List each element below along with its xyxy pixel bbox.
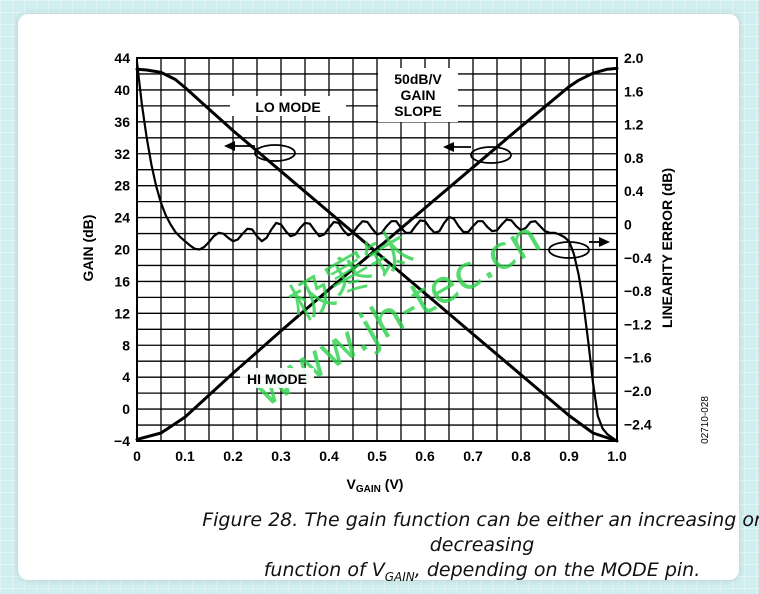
x-axis-title: VGAIN (V) [347,476,404,495]
x-tick-label: 0.2 [223,448,243,464]
x-tick-label: 0.3 [271,448,291,464]
y-left-tick-label: 4 [122,369,130,385]
x-tick-label: 0.5 [367,448,387,464]
caption-line1: Figure 28. The gain function can be eith… [202,509,759,556]
y-right-tick-label: 0.8 [624,150,644,166]
hi-mode-label: HI MODE [247,371,307,387]
x-tick-label: 0.1 [175,448,195,464]
y-left-tick-label: 8 [122,337,130,353]
y-right-tick-label: −2.0 [624,383,652,399]
x-tick-label: 0.7 [463,448,483,464]
y-right-tick-label: 1.2 [624,117,644,133]
error-arrowhead [599,237,610,247]
slope-label-line3: SLOPE [394,103,441,119]
tick-labels: 0 0.1 0.2 0.3 0.4 0.5 0.6 0.7 0.8 0.9 1.0444036322… [114,50,652,464]
lo-mode-label: LO MODE [255,99,320,115]
y-left-tick-label: 40 [114,82,130,98]
y-left-tick-label: 16 [114,273,130,289]
x-tick-label: 0 [133,448,141,464]
x-tick-label: 1.0 [607,448,627,464]
lo-mode-arrowhead [224,141,235,151]
y-left-tick-label: −4 [114,433,130,449]
hi-mode-marker-ellipse [470,146,512,164]
y-left-tick-label: 44 [114,50,130,66]
annotations: LO MODE 50dB/V GAIN SLOPE HI MODE [224,68,610,388]
y-left-tick-label: 20 [114,242,130,258]
y-left-tick-label: 36 [114,114,130,130]
lo-mode-marker-ellipse [254,144,296,162]
y-left-tick-label: 28 [114,178,130,194]
y-left-tick-label: 32 [114,146,130,162]
y-right-tick-label: −1.6 [624,350,652,366]
y-right-tick-label: 0.4 [624,183,644,199]
x-tick-label: 0.9 [559,448,579,464]
slope-label-line2: GAIN [401,87,436,103]
x-tick-label: 0.8 [511,448,531,464]
y-right-tick-label: 1.6 [624,83,644,99]
y-right-tick-label: −2.4 [624,416,652,432]
y-axis-left-title: GAIN (dB) [80,215,96,282]
y-right-tick-label: −1.2 [624,316,652,332]
y-left-tick-label: 0 [122,401,130,417]
y-right-tick-label: 0 [624,217,632,233]
y-right-tick-label: 2.0 [624,50,644,66]
figure-caption: Figure 28. The gain function can be eith… [182,508,759,590]
slope-label-line1: 50dB/V [394,71,442,87]
x-tick-label: 0.6 [415,448,435,464]
y-left-tick-label: 12 [114,305,130,321]
y-right-tick-label: −0.8 [624,283,652,299]
hi-mode-gain-line [135,66,619,441]
series-layer [135,61,619,443]
x-tick-label: 0.4 [319,448,339,464]
hi-mode-arrowhead [443,142,454,152]
y-axis-right-title: LINEARITY ERROR (dB) [659,168,675,328]
y-right-tick-label: −0.4 [624,250,652,266]
figure-code: 02710-028 [700,396,711,444]
error-marker-ellipse [548,241,590,259]
linearity-error-line [135,61,619,443]
lo-mode-gain-line [135,67,619,443]
y-left-tick-label: 24 [114,210,130,226]
caption-line2: function of VGAIN, depending on the MODE… [263,559,701,584]
